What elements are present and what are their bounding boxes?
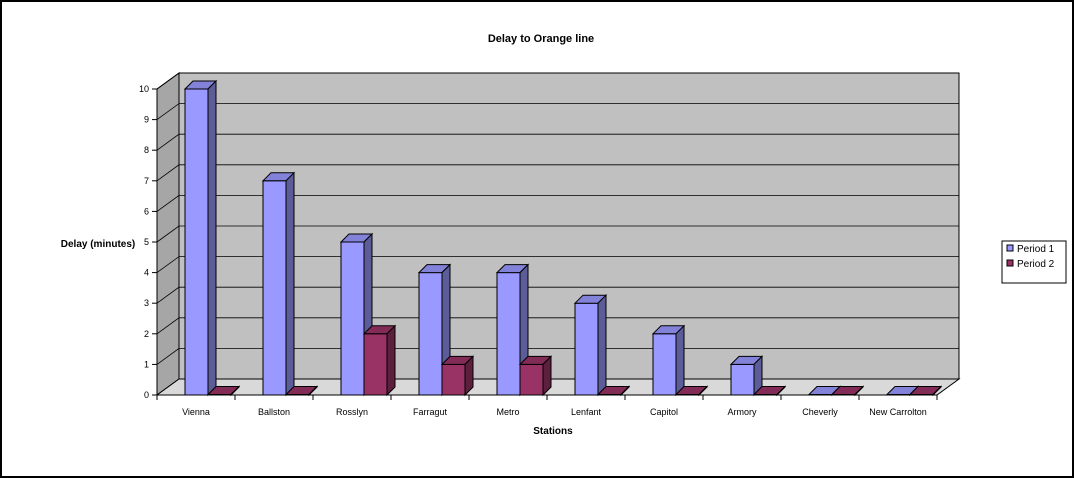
x-tick-label: Cheverly (802, 407, 838, 417)
bar-front (441, 363, 466, 396)
bar-side (698, 385, 708, 397)
gridline (156, 194, 959, 212)
y-tick-label: 1 (144, 359, 149, 369)
x-tick-label: Farragut (413, 407, 448, 417)
bar-side (207, 79, 217, 397)
bar-front (363, 333, 388, 396)
legend-swatch (1006, 244, 1014, 252)
gridline (156, 347, 959, 365)
y-axis-title: Delay (minutes) (61, 239, 135, 250)
y-tick-label: 7 (144, 176, 149, 186)
gridline (156, 225, 959, 243)
x-tick-label: Armory (728, 407, 757, 417)
bar-side (932, 385, 942, 397)
bar-front (418, 272, 443, 396)
bar-side (675, 324, 685, 397)
x-tick-label: New Carrolton (869, 407, 927, 417)
bar-side (386, 324, 396, 397)
legend-label: Period 1 (1017, 244, 1055, 255)
y-tick-label: 10 (139, 84, 149, 94)
bar-front (652, 333, 677, 396)
bar-front (262, 180, 287, 396)
bar-side (464, 355, 474, 397)
bar (206, 385, 241, 397)
y-tick-label: 6 (144, 206, 149, 216)
bar-side (620, 385, 630, 397)
gridline (156, 164, 959, 182)
bar-side (542, 355, 552, 397)
bar (830, 385, 865, 397)
bar-front (496, 272, 521, 396)
legend-swatch (1006, 259, 1014, 267)
bar-side (230, 385, 240, 397)
gridline (156, 286, 959, 304)
y-tick-label: 4 (144, 268, 149, 278)
bar-side (854, 385, 864, 397)
legend-label: Period 2 (1017, 259, 1055, 270)
x-tick-label: Lenfant (571, 407, 602, 417)
y-tick-label: 8 (144, 145, 149, 155)
bar (908, 385, 943, 397)
gridline (156, 103, 959, 120)
x-tick-label: Ballston (258, 407, 290, 417)
bar (651, 324, 686, 397)
legend: Period 1 Period 2 (1001, 240, 1067, 284)
plot-area: 0 1 2 3 4 5 6 7 8 9 10 Vienna Ballston Rosslyn Farragu… (139, 72, 961, 417)
x-tick-label: Capitol (650, 407, 678, 417)
chart-title: Delay to Orange line (488, 33, 594, 45)
x-tick-label: Rosslyn (336, 407, 368, 417)
bar-side (308, 385, 318, 397)
gridline (156, 317, 959, 335)
bar (573, 293, 608, 397)
bar (362, 324, 397, 397)
bar (752, 385, 787, 397)
bar-front (730, 363, 755, 396)
bar-side (597, 293, 607, 397)
bar (674, 385, 709, 397)
x-tick-label: Vienna (182, 407, 210, 417)
y-tick-label: 9 (144, 115, 149, 125)
bar (183, 79, 218, 397)
bar (596, 385, 631, 397)
bar (440, 355, 475, 397)
y-tick-label: 2 (144, 329, 149, 339)
y-tick-label: 0 (144, 390, 149, 400)
bar (417, 263, 452, 397)
bar (284, 385, 319, 397)
x-tick-label: Metro (496, 407, 519, 417)
bar (261, 171, 296, 397)
bar-front (184, 88, 209, 396)
bar-side (285, 171, 295, 397)
bar-front (519, 363, 544, 396)
y-tick-label: 5 (144, 237, 149, 247)
x-axis-title: Stations (533, 426, 573, 437)
y-tick-label: 3 (144, 298, 149, 308)
bar-front (340, 241, 365, 396)
bar (518, 355, 553, 397)
bar (729, 355, 764, 397)
gridline (156, 72, 959, 90)
bar-side (776, 385, 786, 397)
gridline (156, 133, 959, 151)
bar-front (574, 302, 599, 396)
gridline (156, 256, 959, 273)
